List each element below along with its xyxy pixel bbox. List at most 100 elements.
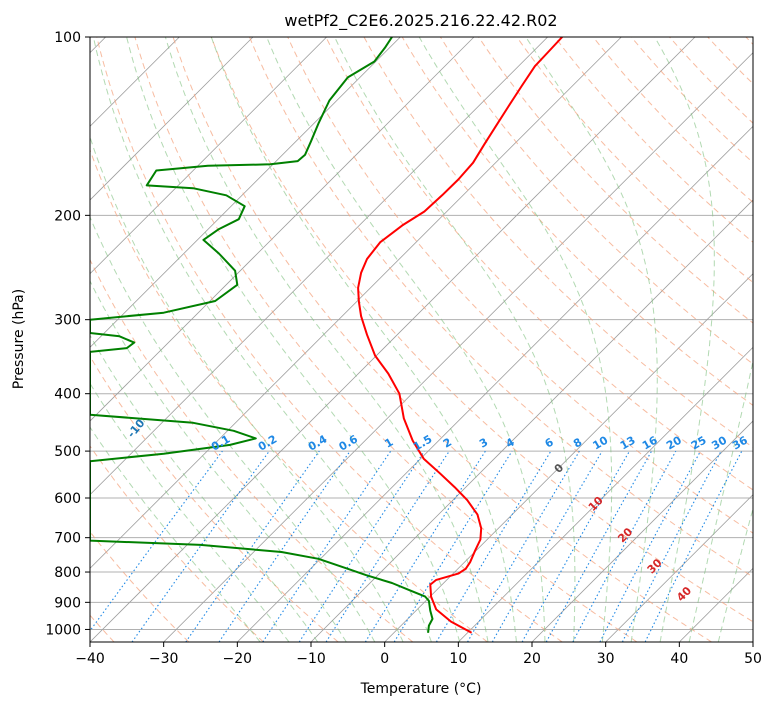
isotherm-line [310, 199, 753, 642]
moist-adiabat-line [418, 37, 613, 642]
moist-adiabat-label: 30 [645, 556, 665, 576]
moist-adiabat-line [654, 37, 715, 642]
isotherm-line [679, 567, 753, 642]
y-tick-label: 100 [54, 30, 81, 46]
dry-adiabat-line [592, 37, 753, 203]
isotherm-line [458, 346, 753, 642]
dry-adiabat-line [249, 37, 753, 578]
dry-adiabat-line [90, 531, 190, 642]
plot-area [90, 37, 753, 642]
mixing-ratio-label: 25 [689, 434, 709, 453]
mixing-ratio-label: 30 [709, 433, 729, 452]
x-tick-label: −30 [149, 651, 179, 667]
x-tick-label: −10 [296, 651, 326, 667]
mixing-ratio-label: 2 [441, 436, 454, 451]
mixing-ratio-line [572, 450, 677, 642]
mixing-ratio-line [521, 450, 630, 642]
isotherm-line [90, 37, 622, 569]
x-tick-label: 10 [449, 651, 467, 667]
moist-adiabat-label: 10 [586, 494, 606, 514]
isotherm-line [90, 37, 327, 275]
moist-adiabat-line [334, 37, 576, 642]
y-tick-label: 600 [54, 491, 81, 507]
plot-frame [89, 36, 754, 643]
y-tick-label: 400 [54, 387, 81, 403]
x-axis-title: Temperature (°C) [360, 681, 482, 697]
y-axis-title: Pressure (hPa) [11, 289, 27, 389]
dry-adiabat-line [210, 37, 753, 623]
dry-adiabat-line [745, 37, 753, 46]
mixing-ratio-line [90, 450, 223, 632]
mixing-ratio-line [599, 450, 701, 642]
moist-adiabat-label: 0 [552, 461, 567, 476]
isotherm-line [90, 37, 696, 642]
moist-adiabat-line [266, 37, 546, 642]
x-tick-label: 40 [670, 651, 688, 667]
dry-adiabat-line [478, 37, 753, 324]
mixing-ratio-label: 36 [730, 433, 750, 452]
chart-title: wetPf2_C2E6.2025.216.22.42.R02 [284, 11, 557, 31]
mixing-ratio-line [185, 450, 320, 642]
isotherm-line [384, 273, 753, 642]
mixing-ratio-line [262, 450, 392, 642]
dry-adiabat-line [287, 37, 753, 534]
dry-adiabat-line [325, 37, 753, 491]
y-axis: 1000 900 800 700 600 500 400 300 200 100 [45, 30, 90, 638]
isopleth-labels: 0.1 0.2 0.4 0.6 1 1.5 2 3 4 6 8 10 13 16 20 25 30 36-1001… [125, 416, 750, 604]
dry-adiabat-label: -10 [125, 416, 148, 440]
mixing-ratio-label: 20 [664, 433, 684, 452]
x-tick-label: −20 [223, 651, 253, 667]
mixing-ratio-line [545, 450, 653, 642]
dry-adiabat-line [439, 37, 753, 365]
mixing-ratio-label: 0.4 [306, 432, 330, 453]
moist-adiabat-line [164, 37, 489, 642]
dry-adiabat-line [90, 258, 414, 642]
mixing-ratio-label: 10 [590, 433, 610, 452]
moist-adiabat-line [688, 358, 753, 642]
moist-adiabat-line [92, 37, 432, 642]
x-tick-label: 20 [523, 651, 541, 667]
moist-adiabat-line [90, 382, 290, 642]
mixing-ratio-label: 6 [543, 435, 556, 450]
isotherm-line [90, 37, 475, 422]
y-tick-label: 700 [54, 531, 81, 547]
mixing-ratio-line [298, 450, 425, 642]
y-tick-label: 500 [54, 444, 81, 460]
moist-adiabat-line [90, 334, 319, 642]
mixing-ratio-line [393, 450, 513, 642]
isotherm-line [531, 420, 753, 642]
y-tick-label: 1000 [45, 622, 81, 638]
x-axis: −40 −30 −20 −10 0 10 20 30 40 50 [75, 642, 762, 667]
x-tick-label: −40 [75, 651, 105, 667]
dry-adiabat-line [134, 37, 638, 642]
mixing-ratio-line [325, 450, 450, 642]
dry-adiabat-line [90, 355, 339, 642]
moist-adiabat-line [525, 37, 658, 642]
moist-adiabat-line [126, 37, 461, 642]
isotherm-line [90, 37, 548, 496]
isotherm-line [752, 641, 753, 642]
isotherm-line [163, 52, 753, 642]
dry-adiabat-line [516, 37, 753, 284]
mixing-ratio-label: 0.2 [256, 433, 279, 454]
x-tick-label: 50 [744, 651, 762, 667]
temperature-profile-line [357, 37, 563, 634]
x-tick-label: 30 [597, 651, 615, 667]
mixing-ratio-label: 1.5 [411, 433, 434, 454]
mixing-ratio-line [218, 450, 351, 642]
dry-adiabat-line [669, 37, 753, 124]
dewpoint-profile-line [90, 37, 434, 633]
dry-adiabat-line [172, 37, 712, 642]
mixing-ratio-label: 3 [477, 436, 490, 451]
mixing-ratio-line [644, 450, 743, 642]
y-tick-label: 800 [54, 565, 81, 581]
y-tick-label: 900 [54, 595, 81, 611]
isotherm-line [605, 494, 753, 642]
mixing-ratio-line [131, 450, 270, 642]
mixing-ratio-label: 8 [571, 436, 584, 451]
isotherm-line [90, 37, 254, 201]
y-tick-label: 200 [54, 208, 81, 224]
y-tick-label: 300 [54, 313, 81, 329]
moist-adiabat-line [90, 135, 404, 642]
